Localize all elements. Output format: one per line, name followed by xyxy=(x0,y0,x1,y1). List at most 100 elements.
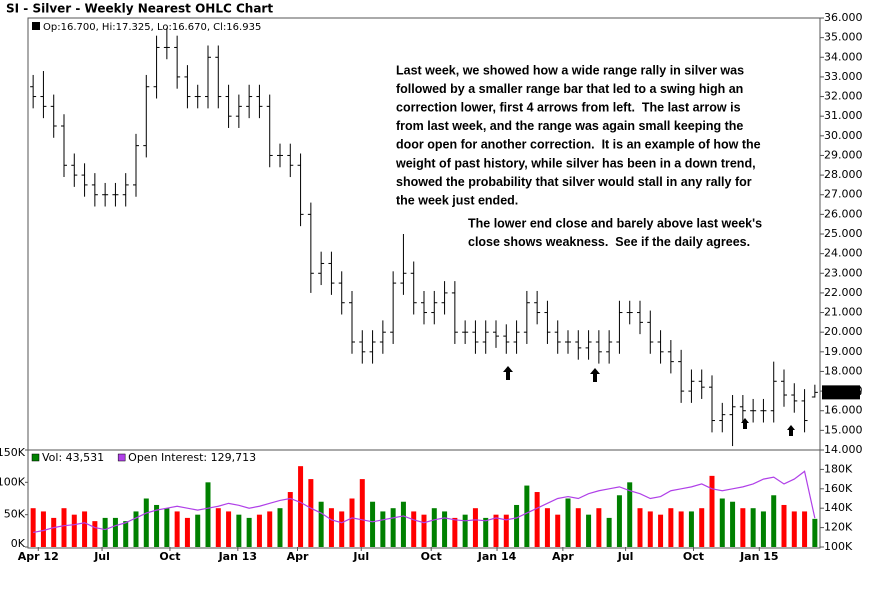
volume-bar xyxy=(215,508,221,547)
volume-bar xyxy=(781,504,787,547)
annotation: Last week, we showed how a wide range ra… xyxy=(396,63,744,77)
volume-bar xyxy=(586,514,592,547)
volume-bar xyxy=(51,517,57,547)
volume-bar xyxy=(82,511,88,547)
x-tick-label: Jul xyxy=(352,550,369,563)
y-tick-label: 14.000 xyxy=(824,443,863,456)
x-tick-label: Oct xyxy=(683,550,704,563)
y-tick-label: 20.000 xyxy=(824,325,863,338)
volume-bar xyxy=(647,511,653,547)
annotation: door open for another correction. It is … xyxy=(396,138,761,152)
y-tick-label: 100K xyxy=(0,475,26,488)
y-tick-label: 0K xyxy=(11,537,26,550)
volume-bar xyxy=(483,517,489,547)
volume-bar xyxy=(184,517,190,547)
volume-bar xyxy=(370,501,376,547)
volume-bar xyxy=(226,511,232,547)
volume-bar xyxy=(164,508,170,547)
volume-bar xyxy=(791,511,797,547)
x-tick-label: Jul xyxy=(617,550,634,563)
volume-bar xyxy=(143,498,149,547)
y-tick-label: 27.000 xyxy=(824,188,863,201)
volume-bar xyxy=(555,514,561,547)
legend-swatch xyxy=(32,22,40,30)
volume-bar xyxy=(452,517,458,547)
volume-bar xyxy=(637,508,643,547)
volume-bar xyxy=(668,508,674,547)
volume-bar xyxy=(349,498,355,547)
volume-bar xyxy=(616,495,622,547)
volume-bar xyxy=(102,517,108,547)
volume-bar xyxy=(154,504,160,547)
y2-tick-label: 140K xyxy=(824,501,853,514)
legend-swatch xyxy=(31,453,40,462)
y-tick-label: 25.000 xyxy=(824,227,863,240)
volume-bar xyxy=(390,508,396,547)
y-tick-label: 18.000 xyxy=(824,364,863,377)
volume-bar xyxy=(771,495,777,547)
volume-bar xyxy=(339,511,345,547)
y-tick-label: 28.000 xyxy=(824,168,863,181)
volume-bar xyxy=(678,511,684,547)
volume-bar xyxy=(40,511,46,547)
volume-bar xyxy=(246,517,252,547)
annotation: followed by a smaller range bar that led… xyxy=(396,82,743,96)
volume-bar xyxy=(30,508,36,547)
volume-bar xyxy=(462,514,468,547)
volume-bar xyxy=(812,518,818,547)
volume-bar xyxy=(205,482,211,547)
annotation: the week just ended. xyxy=(396,193,518,207)
x-tick-label: Oct xyxy=(159,550,180,563)
y-tick-label: 29.000 xyxy=(824,148,863,161)
arrows xyxy=(503,366,795,436)
y-tick-label: 50K xyxy=(4,508,26,521)
x-tick-label: Apr xyxy=(287,550,309,563)
volume-bar xyxy=(688,511,694,547)
volume-bar xyxy=(328,508,334,547)
volume-bar xyxy=(503,514,509,547)
volume-bar xyxy=(400,501,406,547)
volume-bar xyxy=(802,511,808,547)
volume-bar xyxy=(277,508,283,547)
volume-bar xyxy=(514,504,520,547)
y-tick-label: 150K xyxy=(0,446,26,459)
annotation: showed the probability that silver would… xyxy=(396,175,752,189)
x-tick-label: Oct xyxy=(421,550,442,563)
x-tick-label: Jan 14 xyxy=(477,550,517,563)
volume-bar xyxy=(287,492,293,547)
volume-bar xyxy=(133,511,139,547)
annotation: from last week, and the range was again … xyxy=(396,119,743,133)
y-tick-label: 22.000 xyxy=(824,286,863,299)
volume-bar xyxy=(195,514,201,547)
x-tick-label: Apr xyxy=(552,550,574,563)
y-tick-label: 24.000 xyxy=(824,247,863,260)
volume-bar xyxy=(472,508,478,547)
volume-bar xyxy=(699,508,705,547)
y2-tick-label: 120K xyxy=(824,521,853,534)
y2-tick-label: 160K xyxy=(824,482,853,495)
volume-bar xyxy=(442,511,448,547)
arrow xyxy=(787,425,795,436)
y-tick-label: 34.000 xyxy=(824,50,863,63)
volume-bar xyxy=(524,485,530,547)
volume-bar xyxy=(411,511,417,547)
volume-bar xyxy=(318,501,324,547)
y-tick-label: 19.000 xyxy=(824,345,863,358)
volume-bar xyxy=(575,508,581,547)
volume-bar xyxy=(760,511,766,547)
volume-bar xyxy=(61,508,67,547)
y-tick-label: 30.000 xyxy=(824,129,863,142)
last-price-box xyxy=(822,385,860,400)
volume-bar xyxy=(719,498,725,547)
y-tick-label: 26.000 xyxy=(824,207,863,220)
volume-bar xyxy=(236,514,242,547)
y-tick-label: 16.000 xyxy=(824,404,863,417)
volume-bar xyxy=(112,517,118,547)
annotation: close shows weakness. See if the daily a… xyxy=(468,235,750,249)
y-tick-label: 15.000 xyxy=(824,423,863,436)
y-tick-label: 33.000 xyxy=(824,70,863,83)
y-tick-label: 32.000 xyxy=(824,90,863,103)
volume-bar xyxy=(493,514,499,547)
